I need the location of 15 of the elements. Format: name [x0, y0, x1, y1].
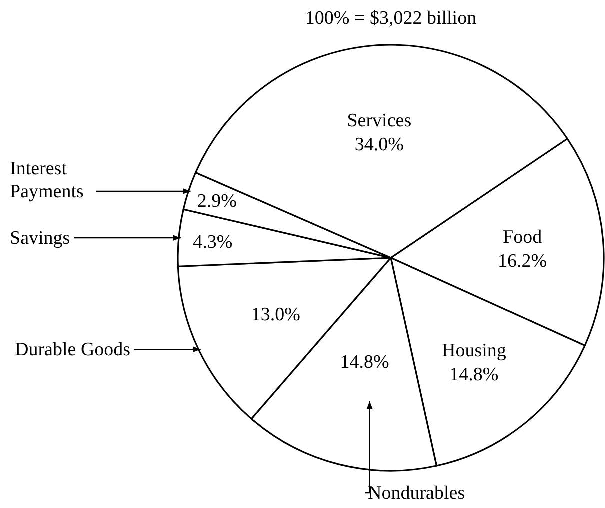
- data-label: 16.2%: [498, 250, 548, 272]
- data-label: 14.8%: [450, 364, 499, 386]
- slice-label: Durable Goods: [15, 340, 131, 361]
- data-label: 13.0%: [251, 304, 301, 326]
- data-label: 4.3%: [193, 232, 233, 254]
- slice-label: Services: [347, 110, 412, 132]
- chart-title: 100% = $3,022 billion: [305, 8, 478, 29]
- slice-label: Food: [503, 226, 543, 248]
- slice-label: Savings: [10, 228, 70, 250]
- slice-label: Nondurables: [368, 483, 466, 504]
- data-label: 34.0%: [354, 134, 404, 156]
- data-label: 14.8%: [340, 352, 390, 374]
- slice-label: Interest Payments: [10, 158, 84, 202]
- slice-label: Housing: [442, 340, 507, 362]
- data-label: 2.9%: [197, 191, 238, 212]
